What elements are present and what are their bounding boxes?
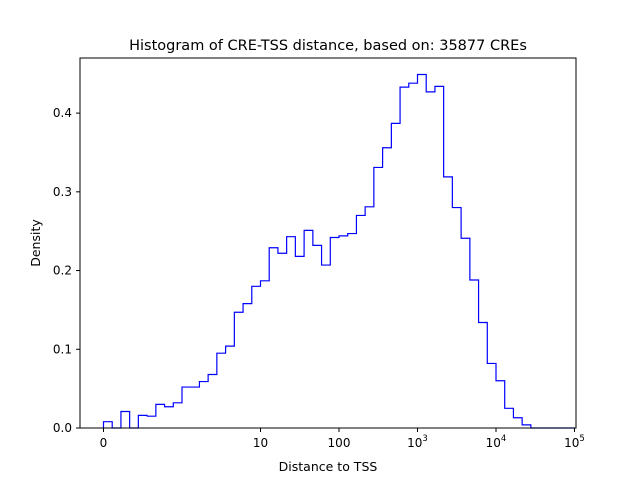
- histogram-bin: [278, 253, 287, 428]
- histogram-bin: [234, 312, 243, 428]
- histogram-bin: [147, 416, 156, 428]
- histogram-bin: [287, 237, 296, 428]
- histogram-bin: [322, 265, 331, 428]
- histogram-bin: [452, 208, 461, 428]
- histogram-bin: [365, 207, 374, 428]
- y-tick-label: 0.0: [53, 421, 72, 435]
- histogram-bin: [165, 407, 174, 428]
- histogram-bin: [461, 238, 470, 428]
- y-tick-label: 0.3: [53, 185, 72, 199]
- chart-title: Histogram of CRE-TSS distance, based on:…: [129, 38, 527, 54]
- histogram-bin: [391, 123, 400, 428]
- histogram-bin: [383, 148, 392, 428]
- histogram-bin: [339, 236, 348, 428]
- x-tick-label: 100: [328, 436, 351, 450]
- histogram-bin: [138, 415, 147, 428]
- histogram-bin: [400, 87, 409, 428]
- histogram-bin: [243, 304, 252, 428]
- x-axis: 010100103104105106: [100, 428, 585, 450]
- y-axis-label: Density: [28, 219, 43, 267]
- histogram-bin: [252, 286, 261, 428]
- histogram-bin: [173, 403, 182, 428]
- histogram-bin: [470, 280, 479, 428]
- histogram-bin: [487, 363, 496, 428]
- histogram-bin: [374, 167, 383, 428]
- histogram-bin: [496, 381, 505, 428]
- histogram-bin: [330, 237, 339, 428]
- x-tick-label: 10: [253, 436, 268, 450]
- histogram-bin: [156, 404, 165, 428]
- histogram-bin: [313, 245, 322, 428]
- histogram-bin: [199, 382, 208, 428]
- histogram-step-outline: [102, 73, 575, 429]
- histogram-bin: [505, 408, 514, 428]
- histogram-bin: [217, 353, 226, 428]
- x-tick-label: 104: [486, 434, 507, 450]
- x-tick-label: 105: [564, 434, 585, 450]
- histogram-bin: [269, 248, 278, 428]
- histogram-bin: [208, 374, 217, 428]
- x-tick-label: 103: [407, 434, 428, 450]
- histogram-bin: [191, 387, 200, 428]
- x-axis-label: Distance to TSS: [279, 459, 378, 474]
- histogram-bin: [121, 411, 130, 428]
- y-tick-label: 0.4: [53, 106, 72, 120]
- histogram-bin: [409, 83, 418, 428]
- histogram-bin: [444, 177, 453, 428]
- plot-frame: [79, 57, 577, 429]
- histogram-bin: [304, 230, 313, 428]
- histogram-bin: [435, 86, 444, 428]
- x-tick-label: 0: [100, 436, 108, 450]
- y-tick-label: 0.2: [53, 264, 72, 278]
- histogram-bin: [426, 92, 435, 428]
- histogram-bin: [104, 422, 113, 428]
- histogram-bin: [356, 215, 365, 428]
- y-tick-label: 0.1: [53, 342, 72, 356]
- histogram-bin: [479, 323, 488, 428]
- histogram-bin: [295, 256, 304, 428]
- histogram-bin: [261, 281, 270, 428]
- histogram-bin: [513, 418, 522, 428]
- histogram-bin: [182, 387, 191, 428]
- histogram-bin: [418, 75, 427, 428]
- y-axis: 0.0 0.1 0.2 0.3 0.4: [53, 106, 80, 435]
- histogram-bin: [348, 234, 357, 428]
- histogram-bin: [226, 346, 235, 428]
